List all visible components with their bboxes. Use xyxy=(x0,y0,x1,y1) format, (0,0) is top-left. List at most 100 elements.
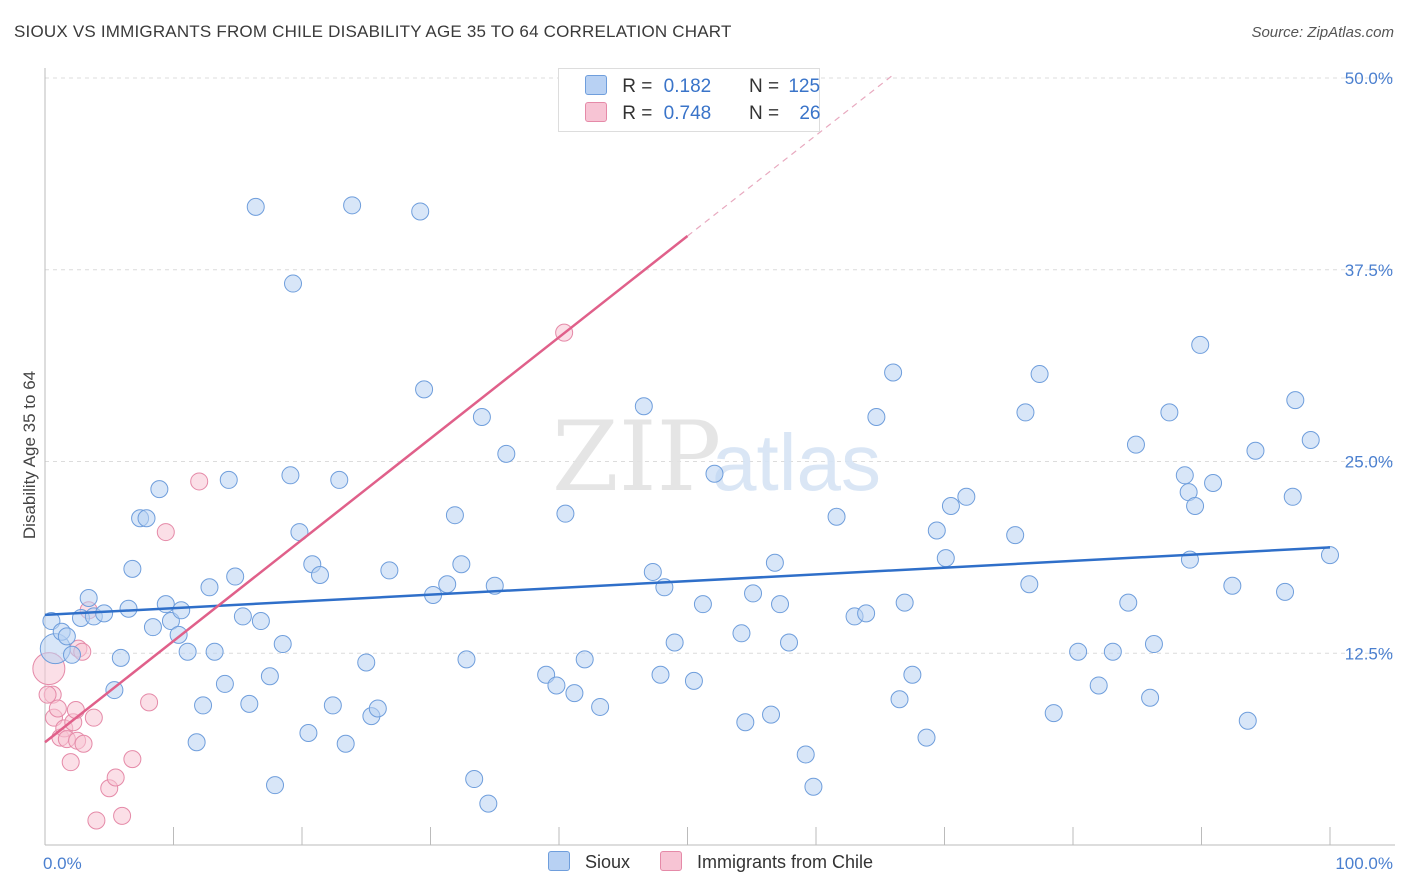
sioux-point xyxy=(299,724,318,743)
sioux-point xyxy=(736,713,755,732)
sioux-point xyxy=(1006,526,1025,545)
sioux-point xyxy=(651,665,670,684)
source-label: Source: ZipAtlas.com xyxy=(1251,24,1394,41)
sioux-point xyxy=(857,604,876,623)
legend-r-value-sioux: 0.182 xyxy=(663,76,712,97)
sioux-point xyxy=(884,363,903,382)
watermark-atlas: atlas xyxy=(712,418,881,507)
sioux-point xyxy=(137,509,156,528)
sioux-point xyxy=(1286,391,1305,410)
legend-n-value-sioux: 125 xyxy=(788,76,821,97)
sioux-point xyxy=(1283,487,1302,506)
sioux-point xyxy=(634,397,653,416)
sioux-point xyxy=(1089,676,1108,695)
sioux-point xyxy=(95,604,114,623)
sioux-point xyxy=(1144,635,1163,654)
sioux-point xyxy=(1175,466,1194,485)
sioux-point xyxy=(1119,593,1138,612)
x-tick-label: 0.0% xyxy=(43,854,82,873)
chile-point xyxy=(190,472,209,491)
sioux-point xyxy=(796,745,815,764)
sioux-point xyxy=(1238,711,1257,730)
sioux-point xyxy=(336,734,355,753)
watermark: ZIP atlas xyxy=(552,401,881,513)
sioux-point xyxy=(343,196,362,215)
chile-point xyxy=(48,699,67,718)
chile-point xyxy=(123,750,142,769)
sioux-point xyxy=(867,408,886,427)
sioux-point xyxy=(665,633,684,652)
sioux-point xyxy=(827,507,846,526)
sioux-trend-line xyxy=(44,546,1331,617)
legend-r-value-chile: 0.748 xyxy=(663,103,712,124)
sioux-point xyxy=(465,770,484,789)
y-tick-label: 12.5% xyxy=(1345,644,1393,663)
chile-point xyxy=(140,693,159,712)
sioux-point xyxy=(205,642,224,661)
sioux-point xyxy=(273,635,292,654)
sioux-point xyxy=(260,667,279,686)
tick-labels: 12.5% 25.0% 37.5% 50.0% 0.0% 100.0% xyxy=(43,69,1393,873)
sioux-point xyxy=(266,776,285,795)
legend-n-label: N = xyxy=(748,76,780,97)
chile-trend-line xyxy=(44,235,689,744)
y-tick-label: 25.0% xyxy=(1345,453,1393,472)
chile-point xyxy=(61,753,80,772)
sioux-point xyxy=(780,633,799,652)
sioux-legend-label: Sioux xyxy=(585,852,631,872)
legend-n-value-chile: 26 xyxy=(799,103,821,124)
chile-swatch xyxy=(585,102,607,122)
sioux-point xyxy=(1301,431,1320,450)
sioux-point xyxy=(1321,546,1339,565)
sioux-point xyxy=(1030,365,1049,384)
y-tick-label: 37.5% xyxy=(1345,261,1393,280)
sioux-point xyxy=(957,487,976,506)
chile-point xyxy=(74,734,93,753)
chile-point xyxy=(113,806,132,825)
y-axis-label: Disability Age 35 to 64 xyxy=(20,371,39,539)
chile-legend-swatch xyxy=(660,851,682,871)
sioux-point xyxy=(1016,403,1035,422)
sioux-point xyxy=(684,671,703,690)
legend-n-label: N = xyxy=(748,103,780,124)
sioux-point xyxy=(79,589,98,608)
sioux-point xyxy=(765,553,784,572)
sioux-point xyxy=(119,599,138,618)
chile-legend-label: Immigrants from Chile xyxy=(697,852,874,872)
chile-point xyxy=(106,768,125,787)
legend-r-label: R = xyxy=(622,103,653,124)
sioux-point xyxy=(1126,435,1145,454)
sioux-point xyxy=(323,696,342,715)
sioux-point xyxy=(1044,704,1063,723)
sioux-point xyxy=(591,697,610,716)
sioux-point xyxy=(215,674,234,693)
sioux-point xyxy=(1103,642,1122,661)
sioux-point xyxy=(123,559,142,578)
sioux-point xyxy=(445,506,464,525)
sioux-point xyxy=(452,555,471,574)
sioux-point xyxy=(1276,582,1295,601)
sioux-point xyxy=(172,601,191,620)
sioux-point xyxy=(233,607,252,626)
sioux-point xyxy=(368,699,387,718)
sioux-point xyxy=(284,274,303,293)
sioux-point xyxy=(895,593,914,612)
sioux-point xyxy=(1204,473,1223,492)
sioux-point xyxy=(941,496,960,515)
sioux-point xyxy=(57,627,76,646)
sioux-point xyxy=(479,794,498,813)
sioux-point xyxy=(438,575,457,594)
sioux-point xyxy=(804,777,823,796)
chart-title: SIOUX VS IMMIGRANTS FROM CHILE DISABILIT… xyxy=(14,22,732,41)
sioux-point xyxy=(1246,441,1265,460)
sioux-point xyxy=(105,681,124,700)
sioux-point xyxy=(415,380,434,399)
sioux-point xyxy=(150,480,169,499)
correlation-legend: R = 0.182 N = 125 R = 0.748 N = 26 xyxy=(558,68,820,132)
sioux-point xyxy=(1160,403,1179,422)
chile-point xyxy=(156,523,175,542)
sioux-point xyxy=(927,521,946,540)
sioux-point xyxy=(194,696,213,715)
legend-row-chile: R = 0.748 N = 26 xyxy=(585,102,820,126)
